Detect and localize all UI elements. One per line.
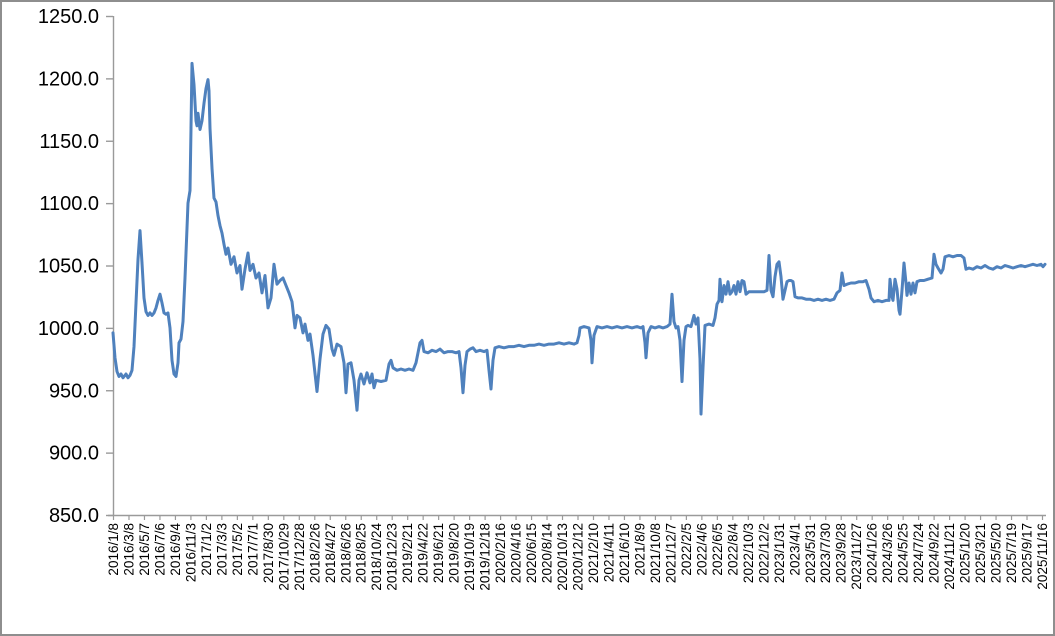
x-axis-label: 2020/10/13 [555,523,570,591]
x-axis-label: 2019/2/21 [400,523,415,583]
y-axis-label: 900.0 [49,443,99,465]
series-line [111,61,1047,416]
x-axis-label: 2018/10/24 [369,523,384,591]
x-axis-label: 2016/11/3 [183,523,198,582]
x-axis-label: 2020/4/16 [509,523,524,583]
x-axis-label: 2021/10/8 [648,523,663,583]
x-axis-label: 2024/3/26 [880,523,895,583]
x-axis-label: 2017/12/28 [292,523,307,591]
y-axis-label: 1050.0 [38,256,99,278]
x-axis-label: 2024/1/26 [865,523,880,583]
x-axis-label: 2022/10/3 [741,523,756,583]
x-axis-label: 2020/6/15 [524,523,539,583]
x-axis-label: 2017/5/2 [230,523,245,576]
x-axis-label: 2024/11/21 [942,523,957,590]
x-axis-label: 2024/5/25 [896,523,911,583]
x-axis-label: 2020/8/14 [540,523,555,584]
x-axis-label: 2019/8/20 [447,523,462,583]
x-axis-label: 2018/4/27 [323,523,338,583]
x-axis-label: 2016/9/4 [168,523,183,576]
x-axis-label: 2022/4/6 [694,523,709,576]
x-axis-label: 2021/4/11 [601,523,616,582]
y-axis-label: 850.0 [49,505,99,527]
x-axis-label: 2021/6/10 [617,523,632,583]
x-axis-label: 2023/4/1 [787,523,802,576]
x-axis-label: 2021/12/7 [663,523,678,583]
x-axis-label: 2018/6/26 [338,523,353,583]
x-axis-label: 2017/7/1 [245,523,260,576]
y-axis-label: 1250.0 [38,6,99,28]
x-axis-label: 2023/1/31 [772,523,787,583]
y-axis-label: 1100.0 [39,193,99,215]
x-axis-label: 2017/8/30 [261,523,276,583]
x-axis-label: 2023/11/27 [849,523,864,590]
x-axis-label: 2019/6/21 [431,523,446,583]
x-axis-label: 2018/12/23 [385,523,400,591]
x-axis-label: 2025/9/17 [1020,523,1035,583]
x-axis-label: 2025/11/16 [1035,523,1050,590]
x-axis-label: 2018/2/26 [307,523,322,583]
x-axis-label: 2022/8/4 [725,523,740,576]
y-axis-label: 950.0 [49,380,99,402]
x-axis-label: 2019/10/19 [462,523,477,591]
x-axis-label: 2022/2/5 [679,523,694,576]
x-axis-label: 2016/1/8 [106,523,121,576]
x-axis-label: 2020/12/12 [571,523,586,591]
y-axis-label: 1150.0 [39,131,99,153]
x-axis-label: 2021/8/9 [632,523,647,576]
x-axis-label: 2016/7/6 [152,523,167,576]
x-axis-label: 2019/12/18 [478,523,493,591]
x-axis-label: 2025/1/20 [958,523,973,583]
x-axis-label: 2017/3/3 [214,523,229,576]
x-axis-label: 2017/10/29 [276,523,291,591]
x-axis-label: 2016/5/7 [137,523,152,576]
x-axis-label: 2022/12/2 [756,523,771,583]
x-axis-label: 2017/1/2 [199,523,214,576]
x-axis-label: 2023/5/31 [803,523,818,583]
x-axis-label: 2025/7/19 [1004,523,1019,583]
x-axis-label: 2022/6/5 [710,523,725,576]
x-axis-label: 2016/3/8 [121,523,136,576]
x-axis-label: 2024/7/24 [911,523,926,584]
x-axis-label: 2019/4/22 [416,523,431,583]
x-axis-label: 2024/9/22 [927,523,942,583]
x-axis-label: 2020/2/16 [493,523,508,583]
x-axis-label: 2025/5/20 [989,523,1004,583]
x-axis-label: 2025/3/21 [973,523,988,583]
x-axis-label: 2018/8/25 [354,523,369,583]
x-axis-label: 2021/2/10 [586,523,601,583]
y-axis-label: 1000.0 [38,318,99,340]
x-axis-label: 2023/7/30 [818,523,833,583]
y-axis-label: 1200.0 [38,68,99,90]
x-axis-label: 2023/9/28 [834,523,849,583]
